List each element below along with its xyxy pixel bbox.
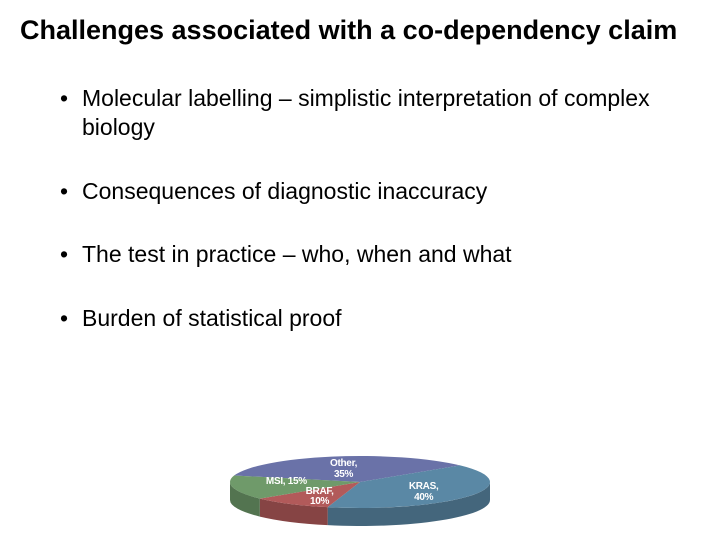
pie-slice-label: BRAF,10% xyxy=(292,487,348,508)
bullet-item: Consequences of diagnostic inaccuracy xyxy=(60,177,700,206)
bullet-list: Molecular labelling – simplistic interpr… xyxy=(20,84,700,333)
bullet-item: Burden of statistical proof xyxy=(60,304,700,333)
pie-chart-container: Other,35% KRAS,40% BRAF,10%MSI, 15% xyxy=(0,452,720,532)
pie-slice-label: MSI, 15% xyxy=(258,477,314,488)
bullet-item: Molecular labelling – simplistic interpr… xyxy=(60,84,700,143)
pie-slice-label: KRAS,40% xyxy=(396,482,452,503)
slide-title: Challenges associated with a co-dependen… xyxy=(20,14,700,48)
pie-chart: Other,35% KRAS,40% BRAF,10%MSI, 15% xyxy=(215,452,505,532)
bullet-item: The test in practice – who, when and wha… xyxy=(60,240,700,269)
pie-slice-label: Other,35% xyxy=(316,459,372,480)
slide-container: Challenges associated with a co-dependen… xyxy=(0,0,720,540)
